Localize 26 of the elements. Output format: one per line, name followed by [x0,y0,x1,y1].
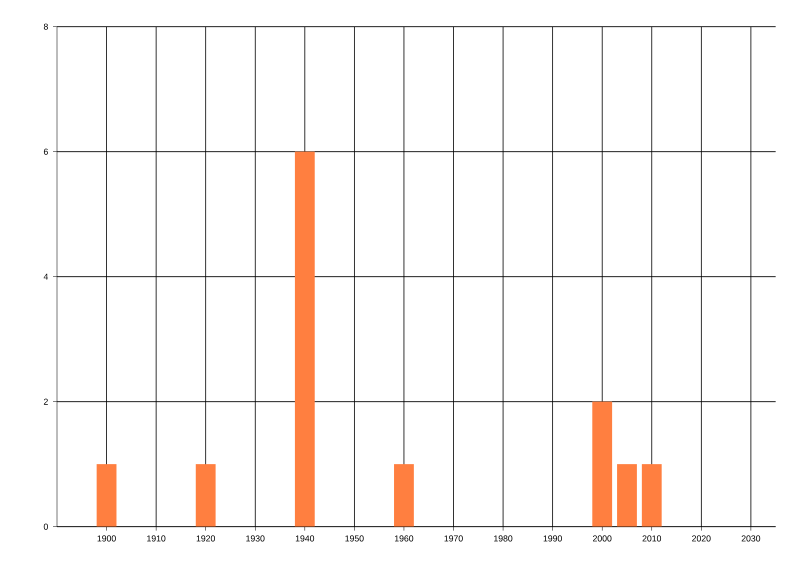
bar [394,464,414,527]
bar [642,464,662,527]
y-tick-label: 4 [44,274,48,280]
bar [617,464,637,527]
y-tick-label: 2 [44,398,48,405]
y-tick-label: 8 [44,24,48,30]
x-tick-label: 1930 [246,535,265,542]
x-tick-label: 1920 [196,535,215,542]
x-tick-label: 2010 [642,535,662,542]
bar [196,464,216,527]
x-tick-label: 1900 [98,535,116,542]
x-tick-label: 1940 [296,535,314,542]
x-tick-label: 1980 [494,535,512,542]
x-tick-label: 1910 [147,535,166,542]
bar [294,152,315,527]
bar [592,402,612,527]
x-tick-label: 2000 [593,535,612,542]
x-tick-label: 2020 [692,535,711,542]
x-tick-label: 1970 [444,535,463,542]
y-tick-label: 0 [44,524,48,530]
x-tick-label: 1990 [544,535,562,542]
x-tick-label: 1950 [345,535,364,542]
y-tick-label: 6 [44,148,48,155]
bar [96,464,116,527]
x-tick-label: 1960 [394,535,414,542]
x-tick-label: 2030 [742,535,760,542]
